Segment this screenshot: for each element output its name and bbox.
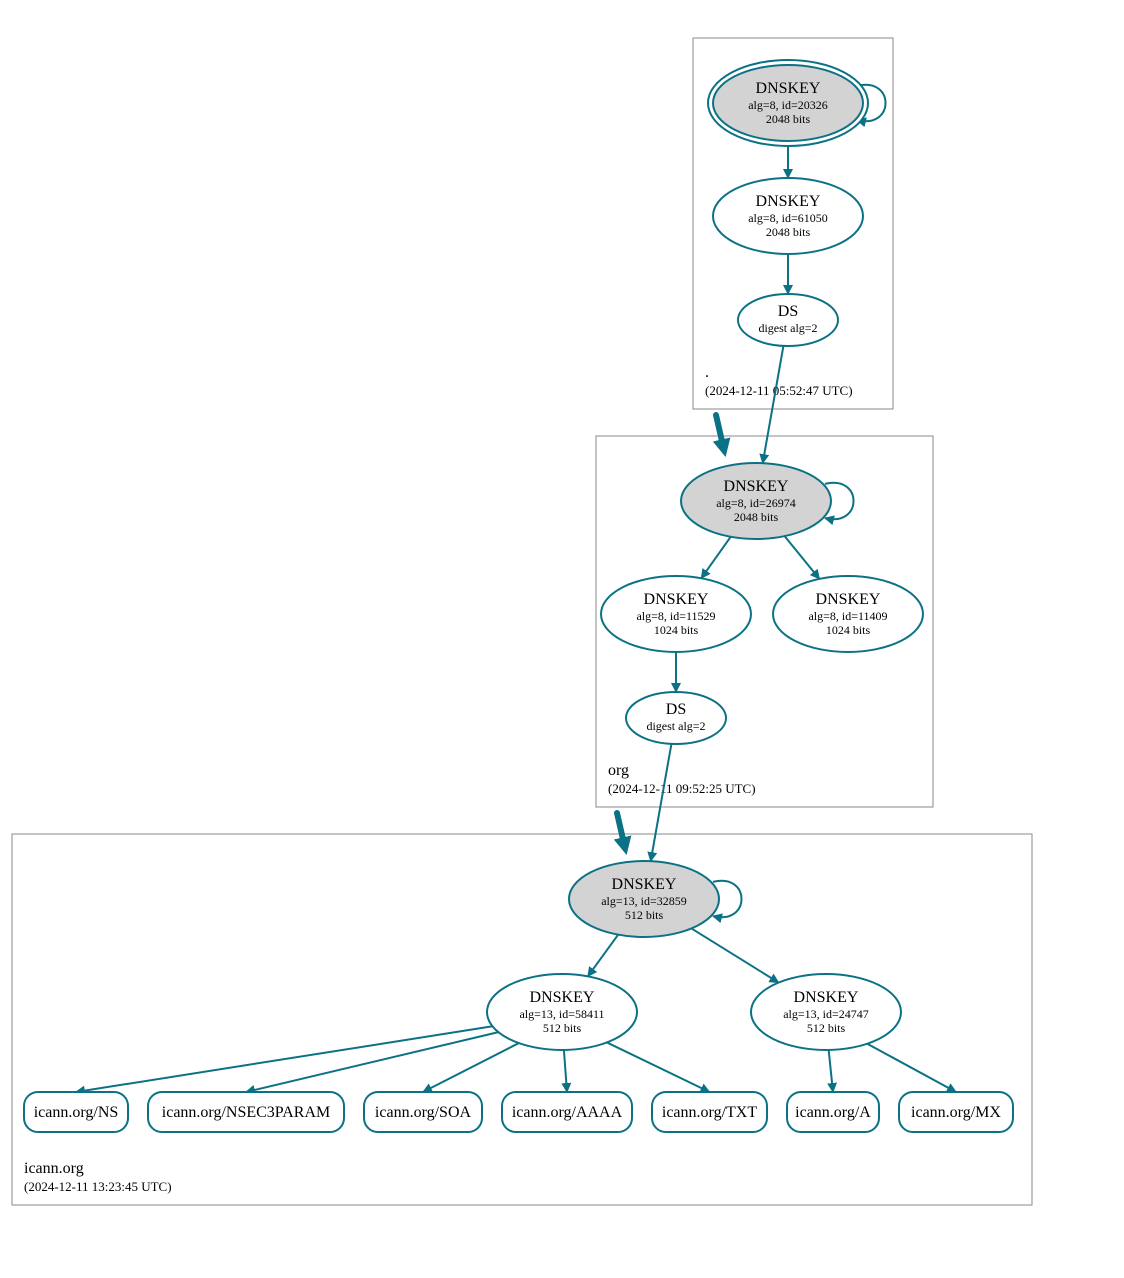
edge-icann_ksk-to-icann_zsk2 — [691, 928, 778, 982]
zone-name-root: . — [705, 364, 709, 381]
edge-icann_zsk1-to-rr_nsec3 — [246, 1032, 498, 1092]
node-sub1: alg=13, id=24747 — [783, 1007, 869, 1021]
zone-crossing-arrow — [716, 415, 724, 450]
node-org_zsk2: DNSKEYalg=8, id=114091024 bits — [773, 576, 923, 652]
rr-label: icann.org/A — [795, 1104, 871, 1121]
node-sub1: digest alg=2 — [646, 719, 705, 733]
node-sub2: 1024 bits — [826, 623, 871, 637]
node-org_ksk: DNSKEYalg=8, id=269742048 bits — [681, 463, 831, 539]
node-sub2: 2048 bits — [766, 112, 811, 126]
zone-name-icann: icann.org — [24, 1160, 84, 1177]
zone-timestamp-icann: (2024-12-11 13:23:45 UTC) — [24, 1179, 172, 1194]
edge-icann_zsk1-to-rr_soa — [423, 1043, 519, 1092]
rr-label: icann.org/NSEC3PARAM — [162, 1104, 330, 1121]
edge-icann_ksk-to-icann_zsk1 — [588, 935, 618, 977]
nodes-layer: DNSKEYalg=8, id=203262048 bitsDNSKEYalg=… — [24, 60, 1013, 1132]
node-sub2: 1024 bits — [654, 623, 699, 637]
node-sub1: alg=13, id=32859 — [601, 894, 687, 908]
edge-icann_zsk2-to-rr_a — [829, 1050, 833, 1092]
node-sub2: 512 bits — [807, 1021, 846, 1035]
node-title: DNSKEY — [530, 989, 595, 1006]
rr-label: icann.org/TXT — [662, 1104, 757, 1121]
node-title: DS — [778, 303, 798, 320]
node-rr_ns: icann.org/NS — [24, 1092, 128, 1132]
zone-name-org: org — [608, 762, 629, 779]
rr-label: icann.org/NS — [34, 1104, 119, 1121]
node-sub1: alg=8, id=61050 — [748, 211, 828, 225]
node-org_ds: DSdigest alg=2 — [626, 692, 726, 744]
node-title: DNSKEY — [756, 193, 821, 210]
rr-label: icann.org/AAAA — [512, 1104, 623, 1121]
node-title: DNSKEY — [756, 80, 821, 97]
node-sub1: alg=8, id=11409 — [808, 609, 887, 623]
node-org_zsk1: DNSKEYalg=8, id=115291024 bits — [601, 576, 751, 652]
node-sub1: alg=8, id=20326 — [748, 98, 828, 112]
node-rr_a: icann.org/A — [787, 1092, 879, 1132]
node-rr_soa: icann.org/SOA — [364, 1092, 482, 1132]
edge-icann_zsk2-to-rr_mx — [867, 1044, 956, 1092]
edge-root_ds-to-org_ksk — [763, 346, 784, 463]
node-sub2: 512 bits — [625, 908, 664, 922]
edge-org_ds-to-icann_ksk — [651, 744, 672, 861]
node-sub1: alg=13, id=58411 — [519, 1007, 604, 1021]
node-title: DNSKEY — [724, 478, 789, 495]
node-title: DNSKEY — [612, 876, 677, 893]
zone-timestamp-org: (2024-12-11 09:52:25 UTC) — [608, 781, 756, 796]
node-sub2: 2048 bits — [766, 225, 811, 239]
rr-label: icann.org/MX — [911, 1104, 1001, 1121]
dnssec-chain-diagram: . (2024-12-11 05:52:47 UTC) org (2024-12-11… — [0, 0, 1124, 1278]
zone-timestamp-root: (2024-12-11 05:52:47 UTC) — [705, 383, 853, 398]
node-rr_txt: icann.org/TXT — [652, 1092, 767, 1132]
node-sub1: digest alg=2 — [758, 321, 817, 335]
node-title: DNSKEY — [816, 591, 881, 608]
node-icann_ksk: DNSKEYalg=13, id=32859512 bits — [569, 861, 719, 937]
node-title: DNSKEY — [644, 591, 709, 608]
node-rr_aaaa: icann.org/AAAA — [502, 1092, 632, 1132]
node-icann_zsk2: DNSKEYalg=13, id=24747512 bits — [751, 974, 901, 1050]
node-root_ksk: DNSKEYalg=8, id=203262048 bits — [708, 60, 868, 146]
node-root_ds: DSdigest alg=2 — [738, 294, 838, 346]
edge-icann_zsk1-to-rr_aaaa — [564, 1050, 567, 1092]
edge-icann_zsk1-to-rr_txt — [607, 1042, 710, 1092]
node-title: DNSKEY — [794, 989, 859, 1006]
zone-crossing-arrow — [617, 813, 625, 848]
rr-label: icann.org/SOA — [375, 1104, 472, 1121]
edge-org_ksk-to-org_zsk2 — [785, 536, 820, 579]
node-title: DS — [666, 701, 686, 718]
node-rr_nsec3: icann.org/NSEC3PARAM — [148, 1092, 344, 1132]
node-root_zsk: DNSKEYalg=8, id=610502048 bits — [713, 178, 863, 254]
node-sub1: alg=8, id=11529 — [636, 609, 715, 623]
node-sub2: 512 bits — [543, 1021, 582, 1035]
node-rr_mx: icann.org/MX — [899, 1092, 1013, 1132]
node-sub2: 2048 bits — [734, 510, 779, 524]
node-sub1: alg=8, id=26974 — [716, 496, 796, 510]
node-icann_zsk1: DNSKEYalg=13, id=58411512 bits — [487, 974, 637, 1050]
edge-org_ksk-to-org_zsk1 — [701, 537, 730, 578]
